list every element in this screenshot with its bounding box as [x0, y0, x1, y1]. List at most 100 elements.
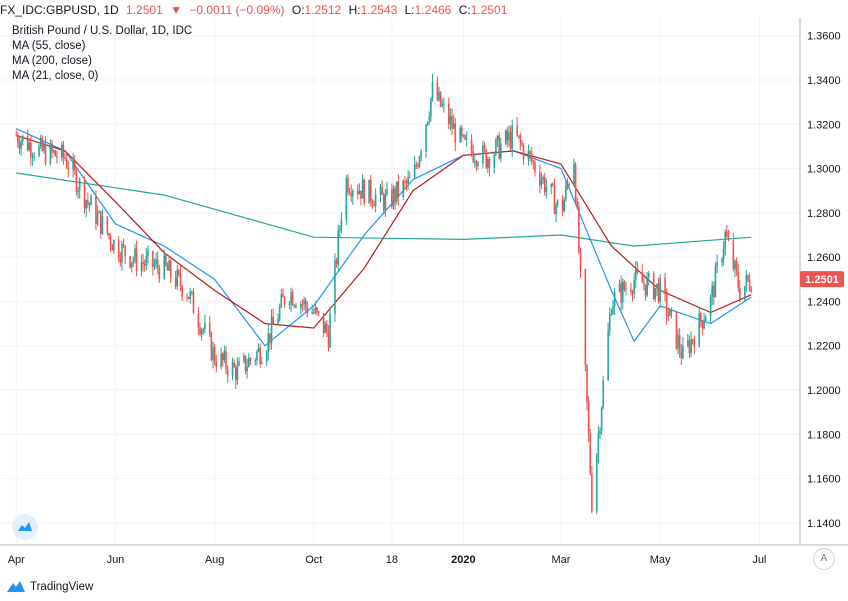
- brand-name[interactable]: TradingView: [30, 581, 94, 593]
- symbol-label[interactable]: FX_IDC:GBPUSD, 1D: [0, 3, 119, 17]
- candle-body: [280, 294, 283, 307]
- candle-body: [743, 285, 746, 301]
- candle-body: [278, 306, 281, 320]
- candle-body: [576, 201, 579, 208]
- candle-body: [72, 160, 74, 170]
- candle-body: [682, 345, 684, 359]
- candle-body: [73, 160, 76, 170]
- chart-title[interactable]: British Pound / U.S. Dollar, 1D, IDC: [12, 25, 193, 37]
- candle-body: [397, 181, 400, 198]
- candle-body: [506, 130, 509, 141]
- candle-body: [727, 236, 730, 241]
- candle-body: [21, 135, 24, 142]
- candle-body: [449, 116, 452, 125]
- candle-body: [329, 313, 331, 348]
- candle-body: [625, 289, 627, 291]
- candle-body: [561, 200, 564, 212]
- candle-body: [87, 200, 89, 203]
- candle-body: [202, 329, 205, 331]
- candle-body: [394, 188, 396, 202]
- auto-scale-button[interactable]: A: [813, 548, 835, 570]
- study-ma55[interactable]: MA (55, close): [12, 40, 86, 52]
- candle-body: [408, 177, 411, 179]
- y-tick-label: 1.3400: [807, 75, 841, 87]
- y-tick-label: 1.1400: [807, 518, 841, 530]
- candle-body: [420, 151, 422, 157]
- candle-body: [690, 339, 692, 354]
- candle-body: [646, 277, 648, 296]
- candle-body: [31, 156, 34, 158]
- candle-body: [404, 181, 406, 183]
- candle-body: [290, 292, 292, 304]
- candle-body: [293, 305, 296, 307]
- candle-body: [90, 196, 92, 206]
- candle-body: [483, 145, 486, 150]
- down-triangle-icon: ▼: [170, 3, 182, 17]
- candle-body: [565, 185, 567, 200]
- candle-body: [78, 179, 81, 191]
- candle-body: [607, 330, 609, 381]
- candle-body: [350, 193, 353, 197]
- candle-body: [60, 144, 63, 158]
- candle-body: [441, 104, 444, 107]
- candle-body: [124, 245, 127, 257]
- candle-body: [709, 296, 712, 317]
- candle-body: [155, 259, 157, 265]
- candle-body: [608, 314, 611, 331]
- candle-body: [426, 121, 429, 125]
- candle-body: [122, 244, 125, 246]
- candle-body: [233, 362, 235, 368]
- candle-body: [306, 306, 309, 314]
- candle-body: [231, 362, 234, 376]
- candle-body: [527, 151, 530, 160]
- low-value: 1.2466: [414, 3, 452, 17]
- candle-body: [634, 268, 637, 280]
- candle-body: [504, 130, 507, 144]
- candle-body: [595, 454, 598, 512]
- candle-body: [243, 355, 245, 362]
- candle-body: [418, 156, 421, 167]
- candle-body: [721, 259, 723, 263]
- candle-body: [18, 143, 21, 149]
- ma-line-1: [16, 172, 752, 247]
- candle-body: [363, 179, 366, 204]
- candle-body: [339, 228, 341, 231]
- candle-body: [340, 219, 343, 229]
- candle-body: [652, 273, 655, 299]
- chart-logo-icon[interactable]: [12, 514, 38, 540]
- candle-body: [345, 178, 348, 220]
- candle-body: [381, 186, 383, 196]
- candle-body: [360, 190, 362, 199]
- candle-body: [147, 251, 149, 257]
- candle-body: [134, 248, 136, 260]
- tradingview-logo-icon[interactable]: [6, 580, 26, 594]
- candle-body: [509, 132, 512, 149]
- study-ma21[interactable]: MA (21, close, 0): [12, 70, 99, 82]
- candle-body: [26, 135, 29, 151]
- candle-body: [722, 248, 725, 260]
- price-axis[interactable]: 1.3600 1.3400 1.3200 1.3000 1.2800 1.2600 1.24…: [807, 31, 841, 530]
- candle-body: [41, 138, 44, 151]
- candle-body: [477, 163, 479, 166]
- candle-body: [200, 329, 203, 335]
- x-tick-label: May: [650, 554, 671, 566]
- candle-body: [698, 313, 700, 347]
- candle-body: [145, 256, 148, 266]
- candle-body: [225, 351, 227, 369]
- candle-body: [586, 364, 588, 403]
- candle-body: [210, 333, 213, 360]
- candle-body: [701, 321, 704, 329]
- candle-body: [495, 139, 497, 155]
- candle-body: [153, 264, 156, 267]
- study-ma200[interactable]: MA (200, close): [12, 55, 92, 67]
- candle-body: [417, 165, 419, 167]
- candle-body: [487, 158, 489, 168]
- candle-body: [100, 211, 102, 234]
- candle-body: [485, 149, 487, 168]
- candle-body: [304, 299, 307, 307]
- y-tick-label: 1.2800: [807, 208, 841, 220]
- candle-body: [221, 353, 224, 361]
- time-axis[interactable]: Apr Jun Aug Oct 18 2020 Mar May Jul: [8, 554, 767, 566]
- candle-body: [316, 307, 318, 312]
